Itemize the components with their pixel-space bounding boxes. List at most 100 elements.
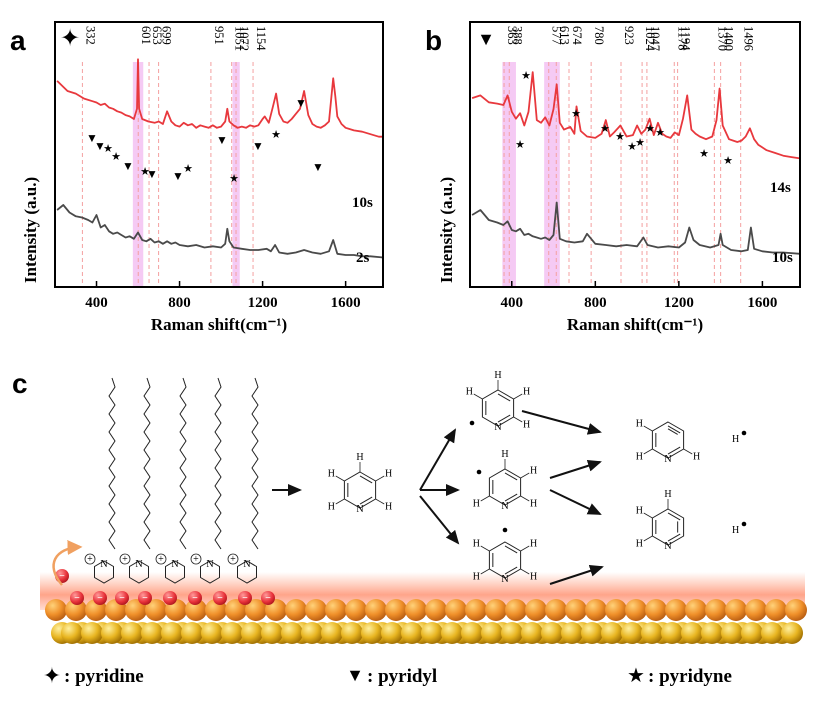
peak-label-1024: 1024 (643, 26, 657, 52)
alkyl-chain-2 (179, 377, 187, 550)
pyridyne-b-h-atom-0: H (664, 489, 671, 500)
electron-transfer-arrow (52, 540, 83, 586)
pyridine-ring (343, 471, 377, 509)
pyridyl-4-h-atom-5: H (473, 539, 480, 550)
panel-b-series (471, 71, 801, 255)
gold-atom (61, 622, 83, 644)
pyridyne-marker-9: ★ (699, 148, 709, 160)
pyridine-h-bond-4 (335, 498, 345, 505)
peak-label-951: 951 (212, 26, 226, 45)
peak-label-601: 601 (139, 26, 153, 45)
pyridyl-2-double-bond-0 (497, 393, 511, 402)
legend-pyridyl-label: : pyridyl (367, 666, 437, 687)
x-tick-label-800: 800 (584, 295, 607, 311)
electron-sign-3: − (119, 593, 125, 604)
pyridyne-marker-10: ★ (229, 173, 239, 185)
peak-label-923: 923 (622, 26, 636, 45)
peak-label-577: 577 (550, 26, 564, 45)
positive-charge-circle-1 (119, 553, 131, 565)
pyridine-h-bond-5 (335, 475, 345, 482)
orange-atom (465, 599, 487, 621)
panel-a-trace-label-2s: 2s (356, 250, 370, 266)
gold-atom (701, 622, 723, 644)
pyridyne-marker-8: ★ (183, 163, 193, 175)
pyridyl-4-h-bond-2 (520, 568, 530, 575)
pyridyne-b-h-atom-4: H (636, 539, 643, 550)
pyridyl-2-double-bond-1 (497, 414, 511, 423)
pyridinium-n-1: N (135, 559, 142, 570)
pyridyl-3-h-atom-4: H (473, 499, 480, 510)
pyridine-h-atom-5: H (328, 469, 335, 480)
legend-pyridine-symbol: ✦ (43, 663, 61, 688)
pyridyne-b-h-bond-4 (643, 535, 653, 542)
gold-atom (481, 622, 503, 644)
gold-atom (461, 622, 483, 644)
orange-atom (525, 599, 547, 621)
orange-atom (665, 599, 687, 621)
gold-atom (521, 622, 543, 644)
legend-pyridine-label: : pyridine (64, 666, 144, 687)
arrow-to-4-pyridyl (419, 495, 460, 545)
positive-charge-circle-2 (155, 553, 167, 565)
pyridyl-marker-6: ▼ (146, 167, 158, 181)
pyridyl-2-h-atom-5: H (466, 387, 473, 398)
pyridine-double-bond-1 (359, 496, 373, 505)
electron-8 (238, 591, 252, 605)
metal-surface (45, 599, 807, 644)
pyridyl-2-h-bond-5 (473, 393, 483, 400)
pyridinium-ring-1 (129, 560, 149, 584)
h-radical-dot-0 (741, 430, 747, 436)
positive-charge-circle-3 (190, 553, 202, 565)
pyridyne-marker-3: ★ (111, 151, 121, 163)
gold-atom (341, 622, 363, 644)
pyridyl-marker-4: ▼ (122, 159, 134, 173)
orange-atom (365, 599, 387, 621)
pyridine-h-bond-1 (375, 475, 385, 482)
panel-a-trace-label-10s: 10s (352, 195, 373, 211)
pyridyne-a-ring (651, 421, 685, 459)
pyridyl-4-h-bond-5 (480, 545, 490, 552)
panel-a-xlabel: Raman shift(cm⁻¹) (151, 315, 287, 334)
peak-label-1047: 1047 (648, 26, 662, 51)
gold-atom (621, 622, 643, 644)
orange-atom (765, 599, 787, 621)
orange-atom (345, 599, 367, 621)
electron-4 (138, 591, 152, 605)
electron-sign-7: − (217, 593, 223, 604)
panel-b-xlabel: Raman shift(cm⁻¹) (567, 315, 703, 334)
pyridyl-3-radical-dot (476, 469, 482, 475)
electron-sign-1: − (74, 593, 80, 604)
pyridyl-marker-14: ▼ (312, 160, 324, 174)
gold-atom (301, 622, 323, 644)
series-line-14s (471, 71, 801, 160)
gold-atom (581, 622, 603, 644)
pyridyne-marker-8: ★ (655, 127, 665, 139)
pyridyne-a-double-bond-1 (667, 446, 681, 455)
pyridinium-n-4: N (243, 559, 250, 570)
electron-1 (70, 591, 84, 605)
orange-atom (125, 599, 147, 621)
pyridyl-2-h-atom-1: H (523, 387, 530, 398)
panel-b-trace-label-14s: 14s (770, 180, 791, 196)
pyridyne-b-n-atom: N (664, 541, 671, 552)
pyridyl-marker-0: ▼ (86, 131, 98, 145)
pyridinium-heads: N + N + N + N + N + (84, 553, 257, 584)
gold-atom (241, 622, 263, 644)
pyridine-h-atom-1: H (385, 469, 392, 480)
peak-label-699: 699 (160, 26, 174, 45)
pyridyl-2-h-atom-0: H (494, 370, 501, 381)
pyridyne-a-h-atom-5: H (636, 419, 643, 430)
pyridyl-3-h-bond-4 (480, 495, 490, 502)
orange-atom (385, 599, 407, 621)
gold-atom (381, 622, 403, 644)
peak-label-363: 363 (505, 26, 519, 45)
orange-atom (65, 599, 87, 621)
pyridine-h-bond-2 (375, 498, 385, 505)
h-radical-dot-1 (741, 521, 747, 527)
pyridyl-3-h-atom-1: H (530, 466, 537, 477)
pyridyne-marker-6: ★ (635, 137, 645, 149)
pyridyne-b-double-bond-0 (667, 512, 681, 521)
peak-label-1051: 1051 (233, 26, 247, 51)
panel-b-frame (469, 21, 801, 288)
gold-atom (501, 622, 523, 644)
